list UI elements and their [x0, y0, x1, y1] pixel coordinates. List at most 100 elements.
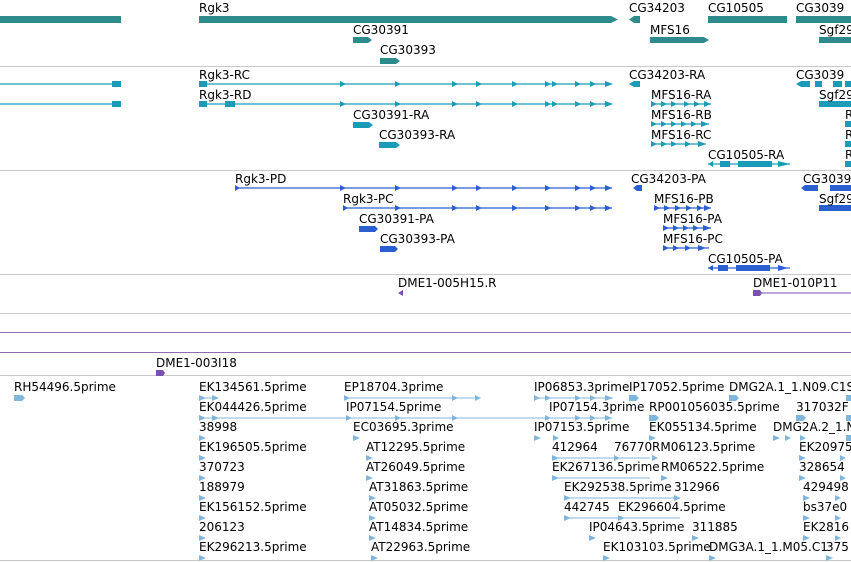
gene-bar-left[interactable] [0, 16, 121, 23]
transcript-cg30392-ra[interactable] [796, 81, 851, 87]
feature-label-e28[interactable]: 188979 [199, 480, 245, 494]
feature-label-e23[interactable]: 370723 [199, 460, 245, 474]
feature-label-rgk3-rc[interactable]: Rgk3-RC [199, 68, 250, 82]
feature-label-e24[interactable]: AT26049.5prime [366, 460, 466, 474]
gene-bar-cg10505[interactable] [708, 16, 787, 23]
feature-label-cg30391-ra[interactable]: CG30391-RA [353, 108, 430, 122]
protein-mfs16-pb[interactable] [654, 205, 711, 211]
feature-label-e30[interactable]: EK292538.5prime [564, 480, 672, 494]
transcript-cg10505-ra[interactable] [708, 161, 790, 167]
feature-label-r3[interactable]: R [845, 148, 851, 162]
feature-label-mfs16-ra[interactable]: MFS16-RA [651, 88, 712, 102]
feature-label-e16[interactable]: DMG2A.2_1.N [773, 420, 851, 434]
feature-label-e14[interactable]: IP07153.5prime [534, 420, 630, 434]
transcript-mfs16-rc[interactable] [651, 141, 706, 147]
feature-label-cg30391[interactable]: CG30391 [353, 23, 409, 37]
feature-label-mfs16-pc[interactable]: MFS16-PC [663, 232, 723, 246]
feature-label-e17[interactable]: EK196505.5prime [199, 440, 307, 454]
feature-label-e33[interactable]: EK156152.5prime [199, 500, 307, 514]
feature-label-e21[interactable]: RM06123.5prime [652, 440, 756, 454]
gene-bar-mfs16[interactable] [650, 37, 709, 43]
transcript-mfs16-rb[interactable] [651, 121, 709, 127]
feature-label-e47[interactable]: 375 [826, 540, 849, 554]
feature-label-e22[interactable]: EK20975 [799, 440, 851, 454]
feature-label-cg30392-ra[interactable]: CG3039 [796, 68, 845, 82]
feature-label-r1[interactable]: R [845, 108, 851, 122]
feature-label-rgk3-pd[interactable]: Rgk3-PD [235, 172, 287, 186]
protein-cg34203-pa[interactable] [633, 185, 642, 191]
feature-label-e34[interactable]: AT05032.5prime [369, 500, 469, 514]
feature-label-rgk3[interactable]: Rgk3 [199, 1, 230, 15]
feature-label-e46[interactable]: DMG3A.1_1.M05.C1 [709, 540, 828, 554]
feature-label-e38[interactable]: 206123 [199, 520, 245, 534]
feature-label-e43[interactable]: EK296213.5prime [199, 540, 307, 554]
feature-label-e41[interactable]: 311885 [692, 520, 738, 534]
feature-label-cg10505-pa[interactable]: CG10505-PA [708, 252, 783, 266]
feature-label-cg10505-ra[interactable]: CG10505-RA [708, 148, 785, 162]
feature-label-e2[interactable]: EK134561.5prime [199, 380, 307, 394]
feature-label-cg34203-ra[interactable]: CG34203-RA [629, 68, 706, 82]
feature-label-e40[interactable]: IP04643.5prime [589, 520, 685, 534]
feature-label-e12[interactable]: 38998 [199, 420, 238, 434]
gene-bar-cg34203[interactable] [629, 16, 640, 23]
feature-label-cg30393[interactable]: CG30393 [380, 43, 436, 57]
feature-label-e5[interactable]: IP17052.5prime [629, 380, 725, 394]
protein-mfs16-pa[interactable] [663, 225, 711, 231]
transcript-mfs16-ra[interactable] [651, 101, 711, 107]
feature-label-dme1-010p11[interactable]: DME1-010P11 [753, 276, 838, 290]
protein-cg30392-pa[interactable] [801, 185, 851, 191]
feature-label-e15[interactable]: EK055134.5prime [649, 420, 757, 434]
feature-label-e10[interactable]: RP001056035.5prime [649, 400, 780, 414]
feature-label-mfs16-pb[interactable]: MFS16-PB [654, 192, 714, 206]
feature-label-e44[interactable]: AT22963.5prime [371, 540, 471, 554]
protein-cg30393-pa[interactable] [380, 246, 398, 252]
feature-label-e20[interactable]: 76770 [614, 440, 653, 454]
insertion-dme1-003i18[interactable] [156, 370, 165, 376]
feature-label-e27[interactable]: 328654 [799, 460, 845, 474]
gene-bar-cg30391[interactable] [353, 37, 372, 43]
feature-label-dme1-003i18[interactable]: DME1-003I18 [156, 356, 237, 370]
feature-label-e39[interactable]: AT14834.5prime [369, 520, 469, 534]
gene-bar-sgf29[interactable] [819, 37, 851, 43]
feature-label-cg34203-pa[interactable]: CG34203-PA [631, 172, 706, 186]
feature-label-e36[interactable]: EK296604.5prime [618, 500, 726, 514]
feature-label-e19[interactable]: 412964 [552, 440, 598, 454]
gene-bar-cg30392[interactable] [796, 16, 851, 23]
feature-label-e31[interactable]: 312966 [674, 480, 720, 494]
feature-label-cg30392-pa[interactable]: CG3039 [803, 172, 851, 186]
transcript-cg30393-ra[interactable] [379, 142, 400, 148]
feature-label-cg30393-ra[interactable]: CG30393-RA [379, 128, 456, 142]
feature-label-e32[interactable]: 429498 [803, 480, 849, 494]
feature-label-e8[interactable]: IP07154.5prime [346, 400, 442, 414]
feature-label-cg30392[interactable]: CG3039 [796, 1, 845, 15]
feature-label-e1[interactable]: RH54496.5prime [14, 380, 116, 394]
feature-label-r2[interactable]: R [845, 128, 851, 142]
feature-label-e42[interactable]: EK2816 [803, 520, 849, 534]
feature-label-e9[interactable]: IP07154.3prime [549, 400, 645, 414]
feature-label-e4[interactable]: IP06853.3prime [534, 380, 630, 394]
feature-label-cg10505[interactable]: CG10505 [708, 1, 764, 15]
feature-label-mfs16-rc[interactable]: MFS16-RC [651, 128, 712, 142]
feature-label-e7[interactable]: EK044426.5prime [199, 400, 307, 414]
insertion-dme1-010p11[interactable] [753, 290, 762, 296]
feature-label-e45[interactable]: EK103103.5prime [603, 540, 711, 554]
feature-label-mfs16-rb[interactable]: MFS16-RB [651, 108, 712, 122]
feature-label-e35[interactable]: 442745 [564, 500, 610, 514]
transcript-sgf29-ra[interactable] [819, 101, 851, 107]
feature-label-e18[interactable]: AT12295.5prime [366, 440, 466, 454]
feature-label-e25[interactable]: EK267136.5prime [552, 460, 660, 474]
feature-label-rgk3-rd[interactable]: Rgk3-RD [199, 88, 252, 102]
transcript-cg30391-ra[interactable] [353, 122, 373, 128]
feature-label-e29[interactable]: AT31863.5prime [369, 480, 469, 494]
feature-label-dme1-005h15[interactable]: DME1-005H15.R [398, 276, 497, 290]
feature-label-sgf29[interactable]: Sgf29 [819, 23, 851, 37]
feature-label-cg30393-pa[interactable]: CG30393-PA [380, 232, 455, 246]
feature-label-mfs16-pa[interactable]: MFS16-PA [663, 212, 722, 226]
feature-label-e37[interactable]: bs37e0 [803, 500, 848, 514]
gene-bar-cg30393[interactable] [380, 58, 400, 64]
feature-label-sgf29-ra[interactable]: Sgf29 [819, 88, 851, 102]
transcript-cg34203-ra[interactable] [629, 81, 640, 87]
feature-label-e11[interactable]: 317032F [796, 400, 849, 414]
insertion-dme1-005h15[interactable] [398, 290, 403, 296]
protein-mfs16-pc[interactable] [663, 245, 706, 251]
